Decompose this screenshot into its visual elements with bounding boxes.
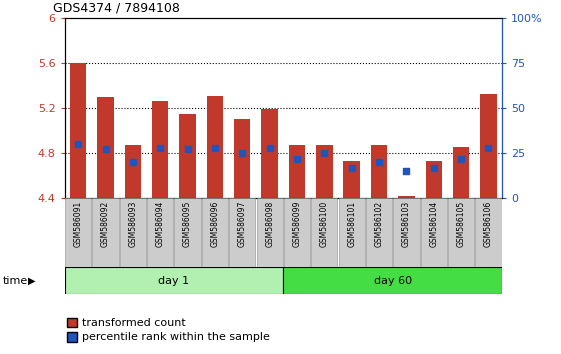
Bar: [311, 198, 338, 267]
Point: [484, 145, 493, 150]
Point: [375, 159, 384, 165]
Text: GSM586096: GSM586096: [210, 201, 219, 247]
Text: GSM586100: GSM586100: [320, 201, 329, 247]
Bar: [425, 161, 442, 198]
Point: [101, 147, 110, 152]
Bar: [147, 198, 173, 267]
Bar: [283, 267, 502, 294]
Text: time: time: [3, 275, 28, 286]
Text: GSM586101: GSM586101: [347, 201, 356, 247]
Bar: [475, 198, 502, 267]
Point: [238, 150, 247, 156]
Point: [292, 156, 301, 161]
Bar: [343, 161, 360, 198]
Point: [347, 165, 356, 170]
Bar: [256, 198, 283, 267]
Text: day 1: day 1: [158, 275, 190, 286]
Text: GSM586095: GSM586095: [183, 201, 192, 247]
Bar: [229, 198, 255, 267]
Bar: [98, 97, 114, 198]
Point: [183, 147, 192, 152]
Text: GSM586094: GSM586094: [156, 201, 165, 247]
Point: [128, 159, 137, 165]
Bar: [284, 198, 310, 267]
Bar: [338, 198, 365, 267]
Bar: [393, 198, 420, 267]
Bar: [70, 63, 86, 198]
Bar: [206, 96, 223, 198]
Text: GSM586091: GSM586091: [73, 201, 82, 247]
Text: GSM586102: GSM586102: [375, 201, 384, 247]
Text: ▶: ▶: [28, 275, 35, 286]
Text: day 60: day 60: [374, 275, 412, 286]
Bar: [119, 198, 146, 267]
Bar: [480, 95, 496, 198]
Bar: [234, 119, 250, 198]
Text: GSM586104: GSM586104: [429, 201, 438, 247]
Point: [210, 145, 219, 150]
Point: [402, 168, 411, 174]
Bar: [174, 198, 201, 267]
Point: [156, 145, 165, 150]
Bar: [93, 198, 119, 267]
Point: [265, 145, 274, 150]
Bar: [202, 198, 228, 267]
Bar: [125, 145, 141, 198]
Bar: [65, 267, 283, 294]
Bar: [261, 109, 278, 198]
Text: GDS4374 / 7894108: GDS4374 / 7894108: [53, 1, 180, 14]
Bar: [366, 198, 392, 267]
Text: GSM586106: GSM586106: [484, 201, 493, 247]
Point: [429, 165, 438, 170]
Bar: [371, 145, 387, 198]
Text: GSM586099: GSM586099: [292, 201, 301, 247]
Bar: [316, 145, 333, 198]
Text: GSM586093: GSM586093: [128, 201, 137, 247]
Bar: [421, 198, 447, 267]
Text: GSM586092: GSM586092: [101, 201, 110, 247]
Bar: [152, 101, 168, 198]
Text: GSM586105: GSM586105: [457, 201, 466, 247]
Point: [73, 141, 82, 147]
Bar: [180, 114, 196, 198]
Point: [457, 156, 466, 161]
Bar: [448, 198, 474, 267]
Bar: [289, 145, 305, 198]
Text: GSM586097: GSM586097: [238, 201, 247, 247]
Text: GSM586098: GSM586098: [265, 201, 274, 247]
Bar: [453, 148, 469, 198]
Bar: [398, 196, 415, 198]
Text: percentile rank within the sample: percentile rank within the sample: [82, 332, 270, 342]
Bar: [65, 198, 91, 267]
Point: [320, 150, 329, 156]
Text: transformed count: transformed count: [82, 318, 186, 328]
Text: GSM586103: GSM586103: [402, 201, 411, 247]
